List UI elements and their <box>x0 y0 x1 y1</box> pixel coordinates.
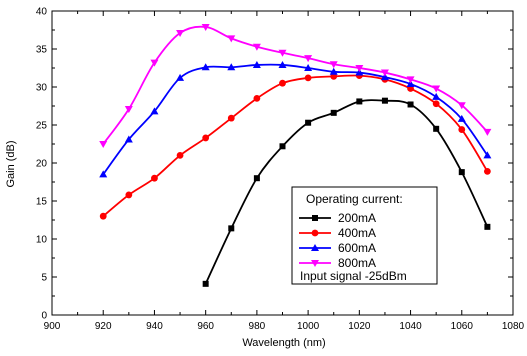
data-point-200mA <box>407 101 414 108</box>
data-point-600mA <box>355 68 364 76</box>
data-point-800mA <box>201 23 210 31</box>
data-point-800mA <box>176 30 185 38</box>
data-point-600mA <box>278 60 287 68</box>
data-point-600mA <box>201 63 210 71</box>
data-point-400mA <box>125 191 133 199</box>
data-point-600mA <box>227 63 236 71</box>
data-point-600mA <box>380 73 389 81</box>
y-tick-label: 15 <box>36 197 48 208</box>
series-line-800mA <box>102 25 489 145</box>
data-point-600mA <box>99 170 108 178</box>
data-point-400mA <box>253 95 261 102</box>
data-point-200mA <box>458 169 465 176</box>
data-point-400mA <box>483 167 491 175</box>
data-point-200mA <box>484 223 491 230</box>
x-tick-label: 920 <box>95 321 112 332</box>
y-tick-label: 30 <box>36 83 48 94</box>
data-point-600mA <box>150 107 159 115</box>
data-point-200mA <box>228 225 235 232</box>
x-axis-title: Wavelength (nm) <box>242 337 325 349</box>
data-point-400mA <box>99 212 107 220</box>
data-point-800mA <box>227 35 236 43</box>
legend-label-200mA: 200mA <box>338 211 376 225</box>
axes: 900 920 940 960 980 1000 1020 1040 1060 1080 0 5 10 1… <box>36 7 525 333</box>
legend-marker-800mA <box>311 260 319 267</box>
series-line-400mA <box>102 74 489 217</box>
data-point-200mA <box>279 143 286 150</box>
data-point-200mA <box>381 97 388 104</box>
data-point-600mA <box>329 67 338 75</box>
series-200mA <box>202 97 491 287</box>
x-tick-label: 1000 <box>297 321 320 332</box>
data-point-400mA <box>151 174 158 182</box>
data-point-800mA <box>406 76 415 84</box>
x-tick-label: 900 <box>44 321 61 332</box>
data-point-800mA <box>150 59 159 67</box>
data-point-200mA <box>202 280 209 287</box>
data-point-200mA <box>253 175 260 182</box>
data-point-800mA <box>252 43 261 51</box>
data-point-600mA <box>176 73 185 81</box>
data-point-800mA <box>124 106 133 114</box>
legend-marker-600mA <box>311 244 319 251</box>
x-tick-label: 1020 <box>348 321 371 332</box>
series-600mA <box>99 60 492 178</box>
data-point-800mA <box>329 61 338 69</box>
data-point-400mA <box>202 134 210 142</box>
x-tick-label: 980 <box>249 321 266 332</box>
x-tick-label: 1040 <box>399 321 422 332</box>
data-point-200mA <box>356 98 363 105</box>
data-point-400mA <box>279 79 286 87</box>
data-point-200mA <box>305 119 312 126</box>
data-point-400mA <box>227 114 235 122</box>
legend-title: Operating current: <box>306 192 403 206</box>
data-point-200mA <box>433 125 440 132</box>
data-point-800mA <box>304 55 313 63</box>
data-point-400mA <box>176 152 184 159</box>
data-point-200mA <box>330 109 337 116</box>
data-point-600mA <box>432 92 441 100</box>
data-point-800mA <box>99 141 108 148</box>
x-tick-label: 960 <box>197 321 214 332</box>
y-tick-label: 40 <box>36 7 48 18</box>
y-tick-label: 0 <box>41 311 47 322</box>
legend-note: Input signal -25dBm <box>300 269 407 283</box>
data-point-600mA <box>457 114 466 122</box>
y-axis-title: Gain (dB) <box>5 140 17 187</box>
y-tick-label: 20 <box>36 159 48 170</box>
data-point-600mA <box>304 64 313 71</box>
legend-label-400mA: 400mA <box>338 226 376 240</box>
data-point-400mA <box>304 74 312 82</box>
y-tick-label: 25 <box>36 121 48 132</box>
data-point-600mA <box>406 79 415 87</box>
y-tick-label: 35 <box>36 45 48 56</box>
data-point-800mA <box>278 49 287 57</box>
data-point-800mA <box>432 85 441 93</box>
series-line-600mA <box>102 63 489 175</box>
data-point-600mA <box>124 135 133 143</box>
legend-marker-400mA <box>311 229 319 237</box>
x-tick-label: 940 <box>146 321 163 332</box>
data-point-800mA <box>380 69 389 77</box>
series-800mA <box>99 23 492 148</box>
y-tick-label: 5 <box>41 273 47 284</box>
legend-label-800mA: 800mA <box>338 256 376 270</box>
legend-label-600mA: 600mA <box>338 241 376 255</box>
plot-series <box>99 23 492 287</box>
data-point-400mA <box>432 100 440 108</box>
data-point-800mA <box>483 128 492 136</box>
data-point-600mA <box>483 151 492 159</box>
legend: Operating current: 200mA400mA600mA800mA … <box>291 186 438 285</box>
data-point-400mA <box>458 126 466 133</box>
legend-marker-200mA <box>312 215 318 221</box>
x-tick-label: 1060 <box>451 321 474 332</box>
data-point-600mA <box>252 60 261 68</box>
x-tick-label: 1080 <box>502 321 525 332</box>
data-point-800mA <box>457 102 466 110</box>
data-point-800mA <box>355 65 364 72</box>
y-tick-label: 10 <box>36 235 48 246</box>
